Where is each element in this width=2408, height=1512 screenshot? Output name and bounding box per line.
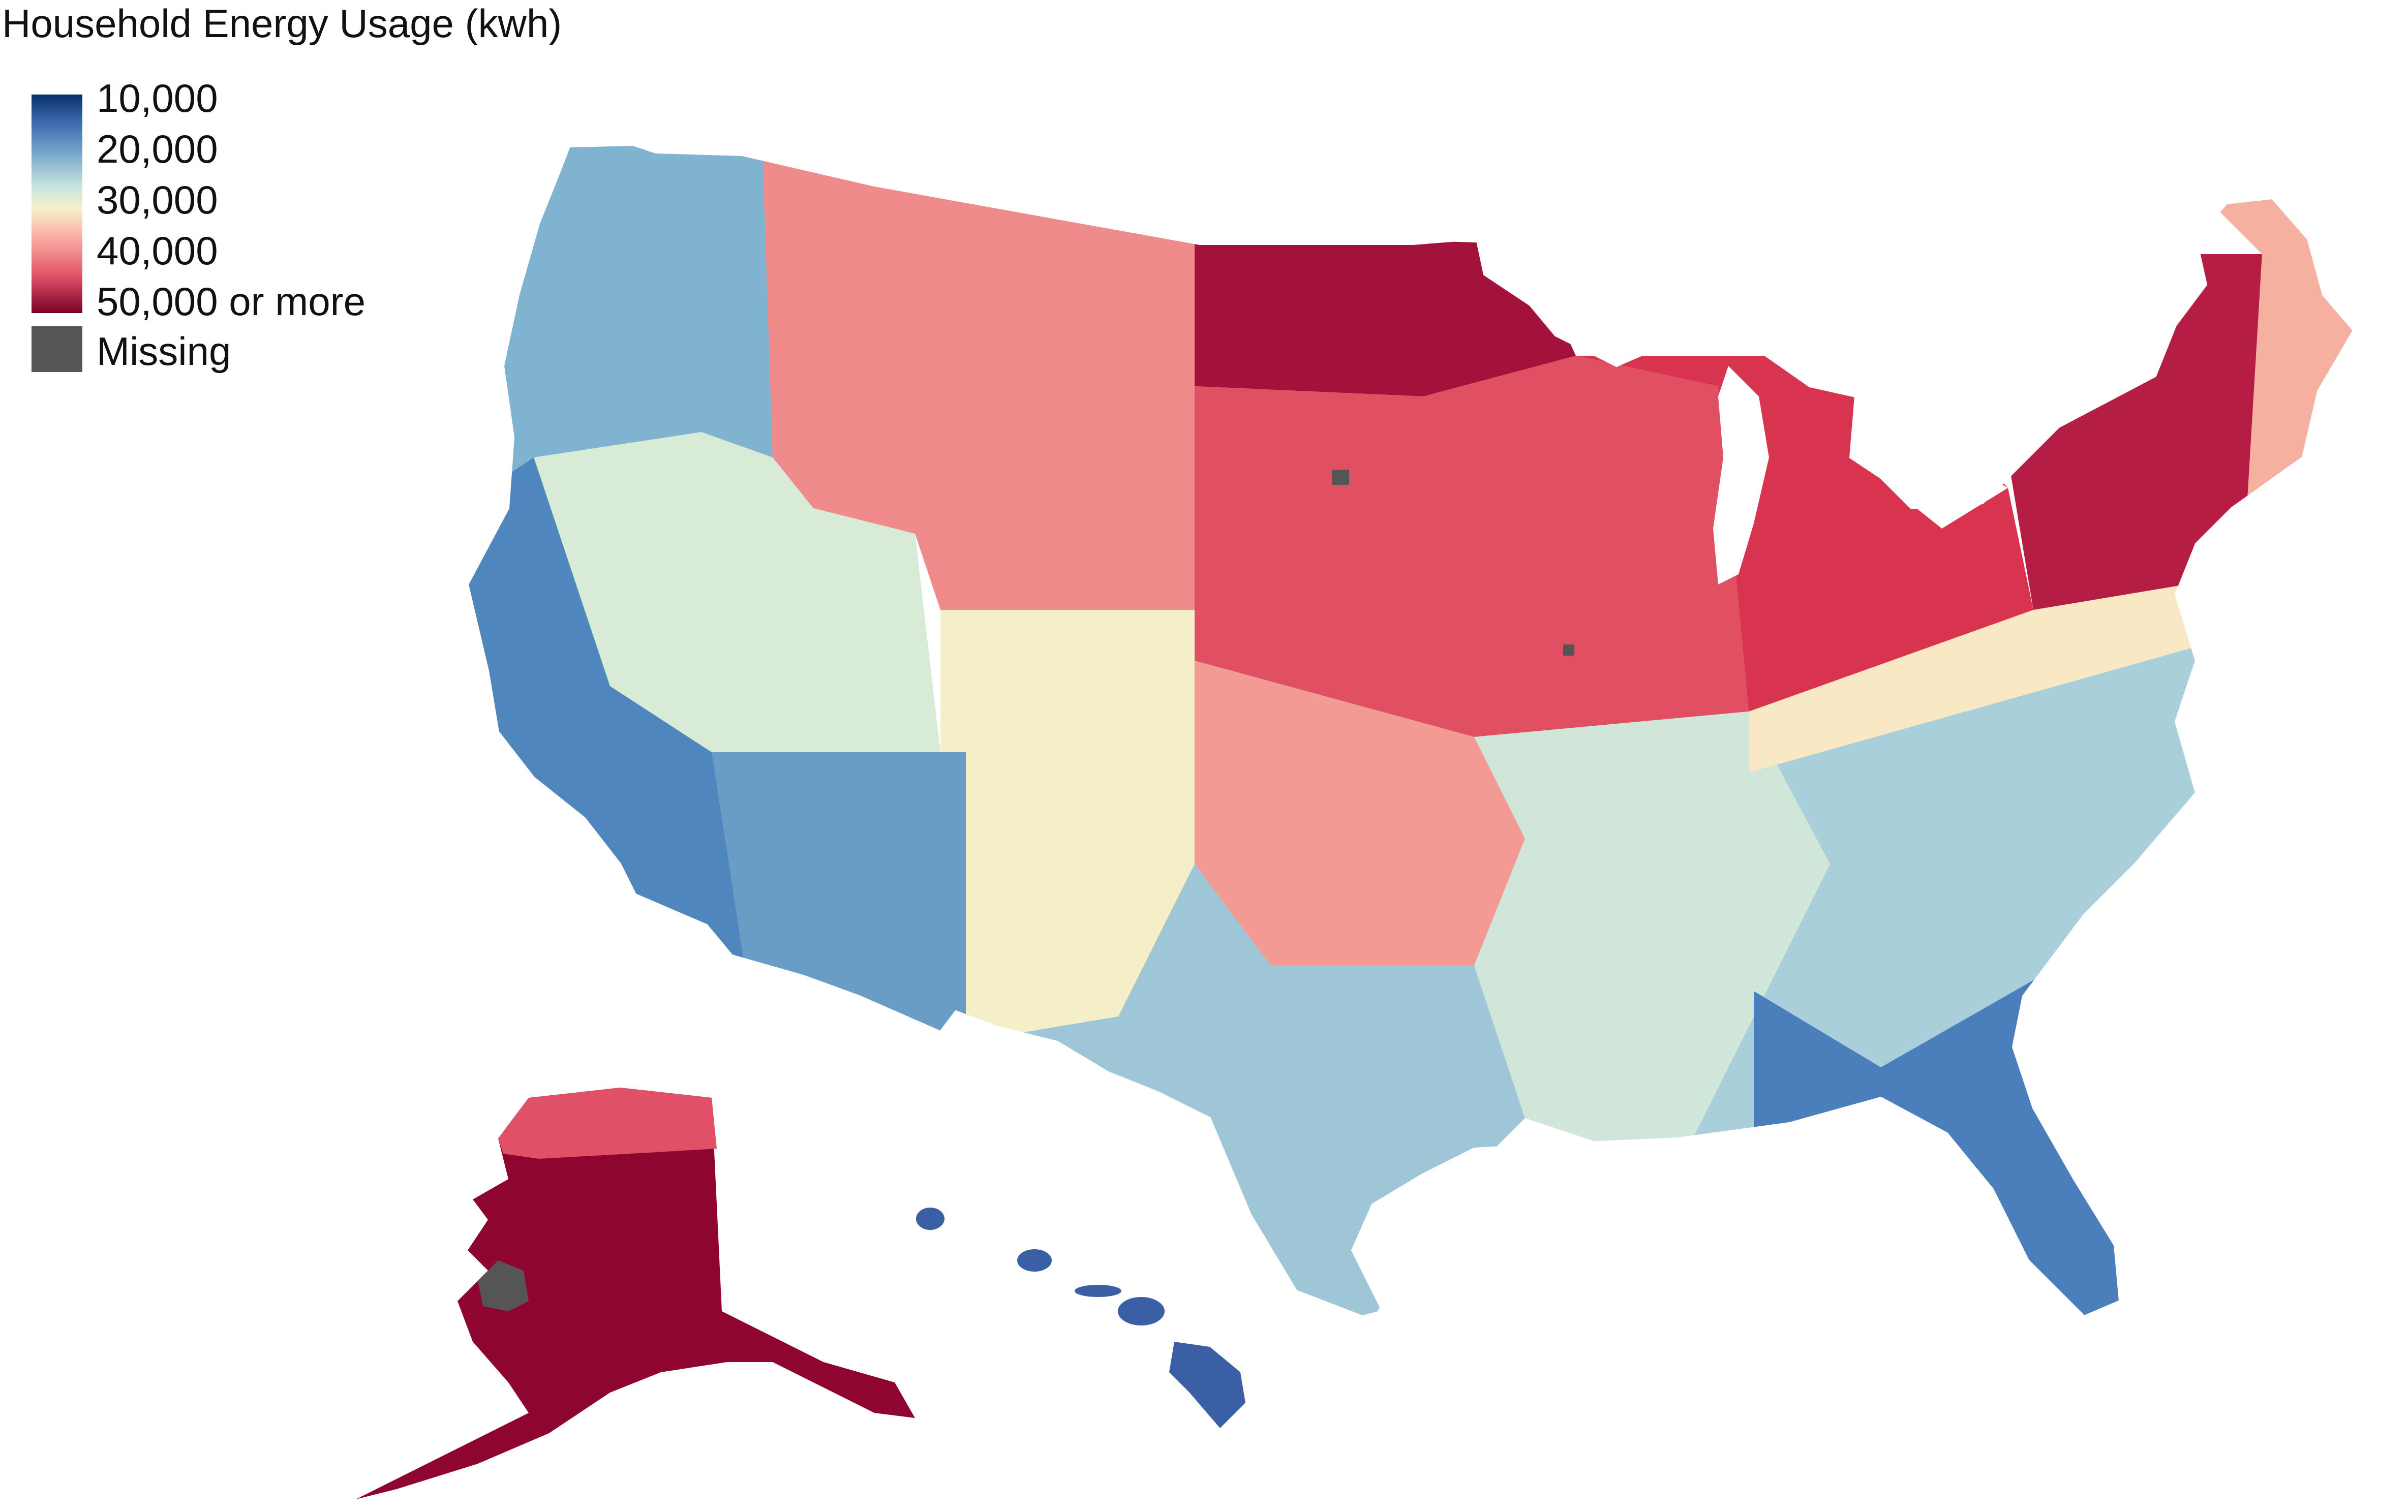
region-kansas-oklahoma [1195,661,1525,966]
region-north-dakota-minnesota [1195,234,1576,396]
region-great-basin [534,432,940,752]
alaska-missing-area [478,1260,529,1311]
region-southwest [712,752,966,1067]
region-new-york-new-england [2008,254,2262,610]
missing-county-south-dakota [1332,470,1349,485]
hawaii-molokai [1075,1285,1121,1297]
region-central-plains [1195,356,1749,737]
legend-color-ramp [32,95,82,313]
legend-tick-20000: 20,000 [97,127,218,171]
legend-tick-40000: 40,000 [97,228,218,273]
region-south-central [1474,712,1830,1169]
lake-superior [1566,285,1688,351]
map-title: Household Energy Usage (kwh) [2,1,562,46]
alaska-region [356,1088,915,1499]
hawaii-maui [1118,1297,1165,1325]
legend-tick-30000: 30,000 [97,177,218,222]
legend-missing-swatch [32,326,82,372]
legend-tick-50000-or-more: 50,000 or more [97,279,365,324]
hawaii-oahu [1017,1249,1052,1272]
lake-erie [1916,473,2008,529]
lake-michigan [1713,366,1769,584]
legend-missing-label: Missing [97,329,231,374]
missing-county-iowa [1563,644,1574,656]
conus-regions [468,145,2354,1316]
conus-outline [466,143,2355,1318]
hawaii-big-island [1169,1342,1245,1428]
alaska-north-slope [498,1088,717,1159]
missing-county-patches [1332,470,1574,656]
legend-tick-10000: 10,000 [97,76,218,120]
region-northern-rockies [763,152,1195,610]
region-colorado-new-mexico [940,610,1195,1042]
hawaii-region [916,1208,1245,1428]
hawaii-kauai [916,1208,944,1230]
